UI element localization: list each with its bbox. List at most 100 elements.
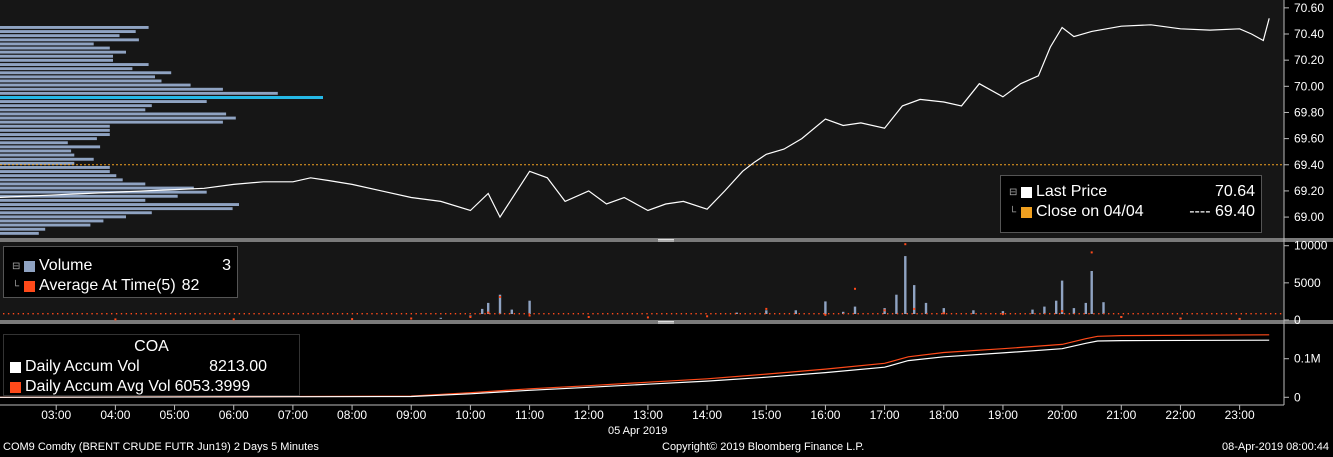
profile-bar — [0, 38, 139, 42]
accum-legend[interactable]: COA Daily Accum Vol 8213.00 Daily Accum … — [3, 334, 300, 396]
average-baseline-dot — [813, 313, 815, 315]
average-baseline-dot — [783, 313, 786, 315]
tree-collapse-icon[interactable]: ⊟ — [12, 260, 21, 272]
profile-bar — [0, 91, 278, 95]
accum-avg-swatch — [10, 381, 21, 393]
volume-tick-label: 10000 — [1294, 239, 1328, 253]
average-baseline-dot — [793, 313, 796, 315]
volume-bar — [942, 308, 945, 314]
average-baseline-dot — [602, 313, 604, 315]
legend-accum-vol[interactable]: Daily Accum Vol 8213.00 — [10, 357, 293, 377]
legend-accum-avg[interactable]: Daily Accum Avg Vol 6053.3999 — [10, 377, 293, 397]
profile-bar — [0, 149, 72, 153]
average-baseline-dot — [484, 313, 486, 315]
volume-bar — [1102, 302, 1105, 314]
average-baseline-dot — [317, 313, 319, 315]
average-baseline-dot — [557, 313, 560, 315]
average-baseline-dot — [941, 313, 943, 315]
average-baseline-dot — [160, 313, 162, 315]
average-baseline-dot — [960, 313, 962, 315]
average-baseline-dot — [169, 313, 172, 315]
average-baseline-dot — [1024, 313, 1026, 315]
profile-bar — [0, 30, 136, 33]
volume-series — [3, 243, 1282, 321]
average-baseline-dot — [253, 313, 255, 315]
average-baseline-dot — [533, 313, 535, 315]
average-baseline-dot — [1019, 313, 1021, 315]
profile-bar — [0, 203, 239, 206]
average-baseline-dot — [764, 313, 766, 315]
accum-vol-line — [0, 339, 1270, 398]
average-dot — [351, 318, 354, 321]
average-baseline-dot — [656, 313, 658, 315]
average-baseline-dot — [744, 313, 746, 315]
volume-bar — [735, 312, 738, 314]
legend-last-price[interactable]: ⊟ Last Price 70.64 — [1009, 182, 1255, 202]
x-tick-label: 22:00 — [1165, 408, 1195, 422]
footer-copyright: Copyright© 2019 Bloomberg Finance L.P. — [662, 441, 865, 453]
average-dot — [469, 316, 472, 318]
average-baseline-dot — [685, 313, 687, 315]
legend-average[interactable]: └ Average At Time(5) 82 — [12, 276, 231, 296]
average-baseline-dot — [906, 313, 908, 315]
average-baseline-dot — [626, 313, 629, 315]
average-baseline-dot — [1220, 313, 1223, 315]
price-tick-label: 69.60 — [1294, 132, 1324, 146]
profile-bar — [0, 133, 110, 136]
separator-grip-1[interactable] — [658, 239, 674, 242]
volume-bar — [895, 294, 898, 314]
last-price-swatch — [1021, 186, 1032, 198]
price-legend[interactable]: ⊟ Last Price 70.64 └ Close on 04/04 ----… — [1000, 175, 1262, 233]
average-baseline-dot — [1157, 313, 1159, 315]
average-baseline-dot — [646, 313, 648, 315]
average-baseline-dot — [292, 313, 295, 315]
volume-bar — [439, 317, 442, 319]
x-tick-label: 20:00 — [1047, 408, 1077, 422]
x-tick-label: 09:00 — [396, 408, 426, 422]
profile-bar — [0, 128, 110, 132]
average-baseline-dot — [872, 313, 874, 315]
separator-grip-2[interactable] — [658, 321, 674, 324]
legend-close[interactable]: └ Close on 04/04 ---- 69.40 — [1009, 202, 1255, 222]
legend-volume[interactable]: ⊟ Volume 3 — [12, 256, 231, 276]
average-baseline-dot — [867, 313, 869, 315]
average-baseline-dot — [106, 313, 108, 315]
tree-collapse-icon[interactable]: ⊟ — [1009, 186, 1018, 198]
average-baseline-dot — [808, 313, 810, 315]
average-baseline-dot — [828, 313, 830, 315]
profile-bar — [0, 104, 152, 108]
average-baseline-dot — [901, 313, 904, 315]
average-baseline-dot — [999, 313, 1002, 315]
average-baseline-dot — [990, 313, 992, 315]
volume-bar — [487, 302, 490, 314]
average-dot — [410, 317, 413, 320]
average-baseline-dot — [120, 313, 123, 315]
average-baseline-dot — [1250, 313, 1252, 315]
profile-bar — [0, 215, 126, 219]
average-baseline-dot — [1137, 313, 1139, 315]
average-baseline-dot — [729, 313, 732, 315]
volume-label: Volume — [39, 257, 93, 274]
average-dot — [706, 315, 709, 318]
average-baseline-dot — [86, 313, 88, 315]
volume-legend[interactable]: ⊟ Volume 3 └ Average At Time(5) 82 — [3, 246, 238, 298]
x-tick-label: 07:00 — [278, 408, 308, 422]
average-baseline-dot — [582, 313, 584, 315]
average-baseline-dot — [474, 313, 476, 315]
average-baseline-dot — [597, 313, 599, 315]
average-baseline-dot — [1166, 313, 1169, 315]
average-baseline-dot — [233, 313, 236, 315]
average-baseline-dot — [1044, 313, 1046, 315]
price-tick-label: 69.00 — [1294, 210, 1324, 224]
volume-bar — [510, 309, 513, 314]
x-tick-label: 18:00 — [929, 408, 959, 422]
price-tick-label: 69.40 — [1294, 158, 1324, 172]
average-baseline-dot — [759, 313, 761, 315]
average-dot — [913, 307, 916, 310]
average-dot — [1120, 316, 1123, 318]
average-baseline-dot — [1093, 313, 1095, 315]
volume-bar — [924, 302, 928, 314]
profile-bar — [0, 207, 233, 211]
volume-bar — [1031, 309, 1034, 314]
average-baseline-dot — [739, 313, 741, 315]
